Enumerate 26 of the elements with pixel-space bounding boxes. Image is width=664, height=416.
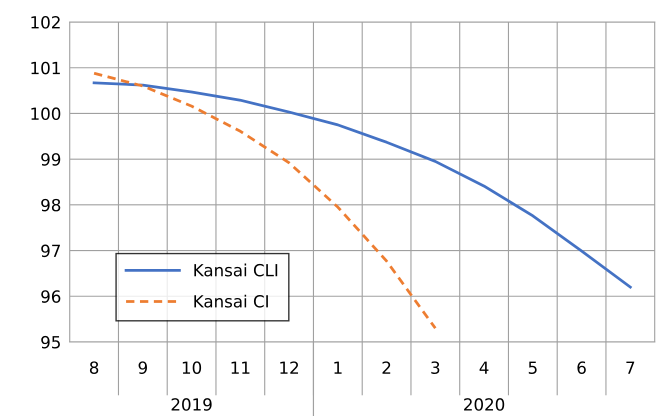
legend-label: Kansai CI [194, 294, 268, 308]
y-tick-label: 96 [41, 290, 60, 303]
y-tick-label: 99 [41, 153, 60, 166]
text: 2020 [464, 398, 504, 411]
y-tick-label: 101 [31, 62, 60, 74]
x-tick-label: 6 [577, 361, 586, 374]
x-tick-label: 11 [232, 362, 250, 374]
y-tick-label: 97 [41, 244, 60, 258]
y-tick-label: 95 [41, 336, 60, 349]
x-tick-label: 12 [280, 361, 298, 374]
text: 2019 [172, 398, 212, 411]
x-tick-label: 5 [528, 362, 537, 374]
x-tick-label: 9 [138, 361, 147, 374]
y-tick-label: 98 [41, 198, 60, 212]
x-tick-label: 10 [182, 361, 202, 374]
x-tick-label: 8 [90, 361, 98, 374]
y-tick-label: 102 [31, 16, 60, 29]
x-tick-label: 1 [334, 362, 342, 374]
line-series [92, 81, 632, 288]
x-tick-label: 7 [626, 362, 634, 374]
legend-label: Kansai CLI [194, 264, 278, 276]
x-tick-label: 4 [480, 362, 488, 374]
y-tick-label: 100 [31, 107, 60, 120]
line-series [92, 72, 437, 330]
x-tick-label: 2 [382, 361, 390, 374]
x-tick-label: 3 [431, 361, 440, 374]
